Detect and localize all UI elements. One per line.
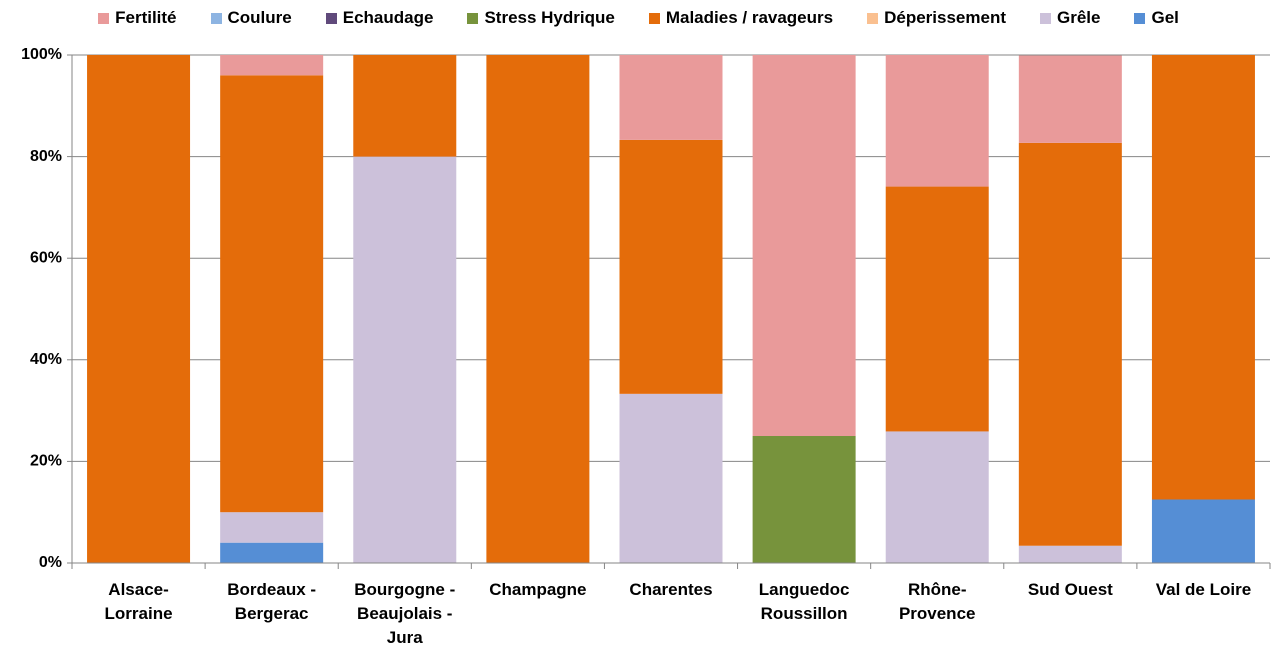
- bar-segment: [353, 156, 457, 563]
- bar-segment: [87, 55, 191, 563]
- legend-item: Echaudage: [325, 8, 434, 28]
- legend-swatch: [210, 12, 222, 24]
- legend-label: Stress Hydrique: [484, 8, 615, 27]
- bar-segment: [619, 139, 723, 394]
- x-tick-label: Val de Loire: [1155, 580, 1252, 599]
- bar-segment: [619, 55, 723, 140]
- x-tick-label: Rhône-Provence: [898, 580, 976, 623]
- x-tick-label: Bourgogne - Beaujolais - Jura: [354, 580, 456, 647]
- legend-swatch: [867, 12, 879, 24]
- bar-segment: [752, 55, 856, 436]
- y-tick-label: 100%: [21, 46, 62, 63]
- legend-swatch: [325, 12, 337, 24]
- x-tick-label: Alsace-Lorraine: [104, 580, 173, 623]
- legend-label: Grêle: [1057, 8, 1101, 27]
- bar-segment: [220, 512, 324, 543]
- legend-label: Déperissement: [884, 8, 1006, 27]
- bar-segment: [885, 55, 989, 187]
- legend-label: Fertilité: [115, 8, 177, 27]
- bar-segment: [1151, 55, 1255, 500]
- bar-segment: [220, 55, 324, 76]
- x-tick-label: Charentes: [629, 580, 713, 599]
- legend-item: Stress Hydrique: [467, 8, 615, 28]
- legend-item: Gel: [1134, 8, 1179, 28]
- legend-label: Maladies / ravageurs: [665, 8, 834, 27]
- bar-segment: [220, 75, 324, 513]
- legend-label: Coulure: [227, 8, 292, 27]
- bar-segment: [1151, 499, 1255, 563]
- legend-item: Maladies / ravageurs: [648, 8, 834, 28]
- x-tick-label: Champagne: [489, 580, 587, 599]
- legend-item: Fertilité: [98, 8, 177, 28]
- x-tick-label: Bordeaux - Bergerac: [227, 580, 317, 623]
- y-tick-label: 20%: [30, 453, 62, 470]
- legend-swatch: [1134, 12, 1146, 24]
- bar-segment: [1018, 545, 1122, 563]
- y-tick-label: 80%: [30, 148, 62, 165]
- legend-swatch: [648, 12, 660, 24]
- x-tick-label: Languedoc Roussillon: [758, 580, 850, 623]
- y-tick-label: 60%: [30, 249, 62, 266]
- bar-segment: [885, 431, 989, 563]
- legend-item: Déperissement: [867, 8, 1006, 28]
- bar-segment: [1018, 142, 1122, 546]
- x-tick-label: Sud Ouest: [1027, 580, 1113, 599]
- legend-swatch: [1040, 12, 1051, 24]
- bar-segment: [220, 542, 324, 563]
- bar-segment: [486, 55, 590, 563]
- legend-item: Grêle: [1040, 8, 1100, 28]
- bar-segment: [619, 393, 723, 563]
- bar-segment: [1018, 55, 1122, 143]
- legend: Fertilité Coulure Echaudage Stress Hydrique…: [0, 8, 1277, 28]
- legend-item: Coulure: [210, 8, 292, 28]
- legend-swatch: [467, 12, 479, 24]
- bar-segment: [353, 55, 457, 157]
- legend-label: Gel: [1151, 8, 1179, 27]
- legend-label: Echaudage: [342, 8, 434, 27]
- y-tick-label: 0%: [39, 554, 62, 571]
- y-tick-label: 40%: [30, 351, 62, 368]
- bar-segment: [885, 186, 989, 432]
- bar-segment: [752, 436, 856, 563]
- legend-swatch: [98, 12, 110, 24]
